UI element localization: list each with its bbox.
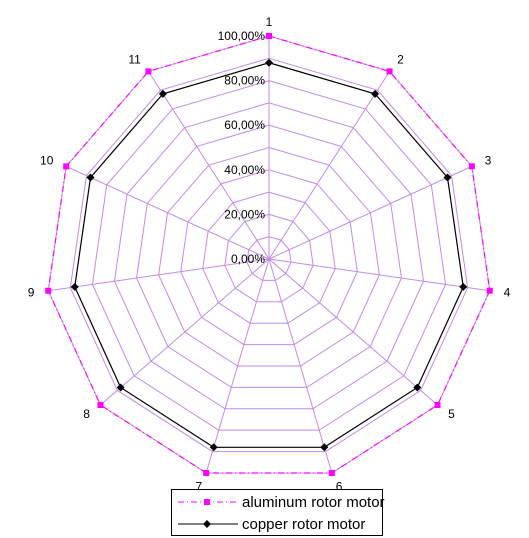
legend-swatch-aluminum — [178, 499, 238, 505]
category-label: 10 — [40, 154, 54, 168]
data-point — [209, 443, 218, 452]
category-label: 2 — [397, 53, 404, 67]
data-point — [320, 443, 329, 452]
grid-spoke — [205, 258, 270, 474]
grid-ring — [113, 102, 425, 410]
grid-spoke — [268, 258, 333, 474]
category-label: 5 — [448, 407, 455, 421]
data-point — [266, 33, 272, 39]
grid-ring — [224, 213, 314, 303]
category-label: 9 — [28, 286, 35, 300]
data-point — [443, 173, 452, 182]
grid-spoke — [100, 258, 270, 406]
grid-ring — [136, 124, 402, 388]
data-point — [434, 402, 441, 409]
series-1 — [70, 58, 468, 452]
grid-ring — [246, 236, 292, 281]
grid-spoke — [268, 71, 390, 260]
data-point — [70, 282, 79, 291]
series-line — [47, 35, 491, 474]
legend-label-aluminum: aluminum rotor motor — [242, 493, 385, 511]
tick-label: 80,00% — [224, 74, 265, 88]
data-point — [158, 89, 167, 98]
data-point — [328, 469, 335, 476]
data-point — [203, 469, 210, 476]
grid-ring — [91, 80, 447, 431]
data-point — [86, 173, 95, 182]
category-labels: 1 2 3 4 5 6 7 8 9 10 11 — [28, 15, 511, 493]
data-point — [63, 163, 70, 170]
grid-ring — [69, 57, 469, 453]
grid-spoke — [148, 71, 270, 260]
category-label: 3 — [485, 154, 492, 168]
tick-label: 20,00% — [224, 207, 265, 221]
grid-ring — [180, 169, 358, 346]
category-label: 11 — [128, 53, 141, 67]
data-point — [459, 282, 468, 291]
data-point — [413, 383, 422, 392]
data-point — [45, 287, 52, 294]
grid-ring — [202, 191, 336, 324]
tick-label: 60,00% — [224, 118, 265, 132]
category-label: 8 — [83, 407, 90, 421]
grid-spoke — [65, 165, 270, 260]
legend: aluminum rotor motor copper rotor motor — [171, 489, 385, 536]
data-point — [116, 383, 125, 392]
data-point — [371, 89, 380, 98]
tick-label: 0,00% — [231, 252, 265, 266]
grid-spoke — [268, 258, 490, 292]
tick-label: 40,00% — [224, 163, 265, 177]
data-point — [468, 163, 475, 170]
grid-spoke — [268, 165, 473, 260]
series-line — [74, 62, 464, 448]
grid-spoke — [48, 258, 270, 292]
data-point — [386, 68, 393, 75]
series-layer — [45, 33, 493, 476]
category-label: 7 — [196, 479, 203, 493]
radar-grid — [47, 35, 491, 474]
grid-ring — [158, 146, 380, 367]
grid-spoke — [268, 258, 438, 406]
tick-label: 100,00% — [218, 29, 266, 43]
category-label: 4 — [504, 286, 511, 300]
series-0 — [45, 33, 493, 476]
legend-item-copper: copper rotor motor — [178, 513, 365, 535]
data-point — [97, 402, 104, 409]
radial-tick-labels: 0,00% 20,00% 40,00% 60,00% 80,00% 100,00% — [218, 29, 266, 266]
data-point — [486, 287, 493, 294]
legend-label-copper: copper rotor motor — [242, 515, 366, 533]
legend-swatch-copper — [178, 520, 238, 528]
data-point — [265, 58, 273, 67]
legend-item-aluminum: aluminum rotor motor — [178, 491, 385, 513]
category-label: 1 — [266, 15, 273, 29]
category-label: 6 — [336, 479, 343, 493]
data-point — [145, 68, 152, 75]
